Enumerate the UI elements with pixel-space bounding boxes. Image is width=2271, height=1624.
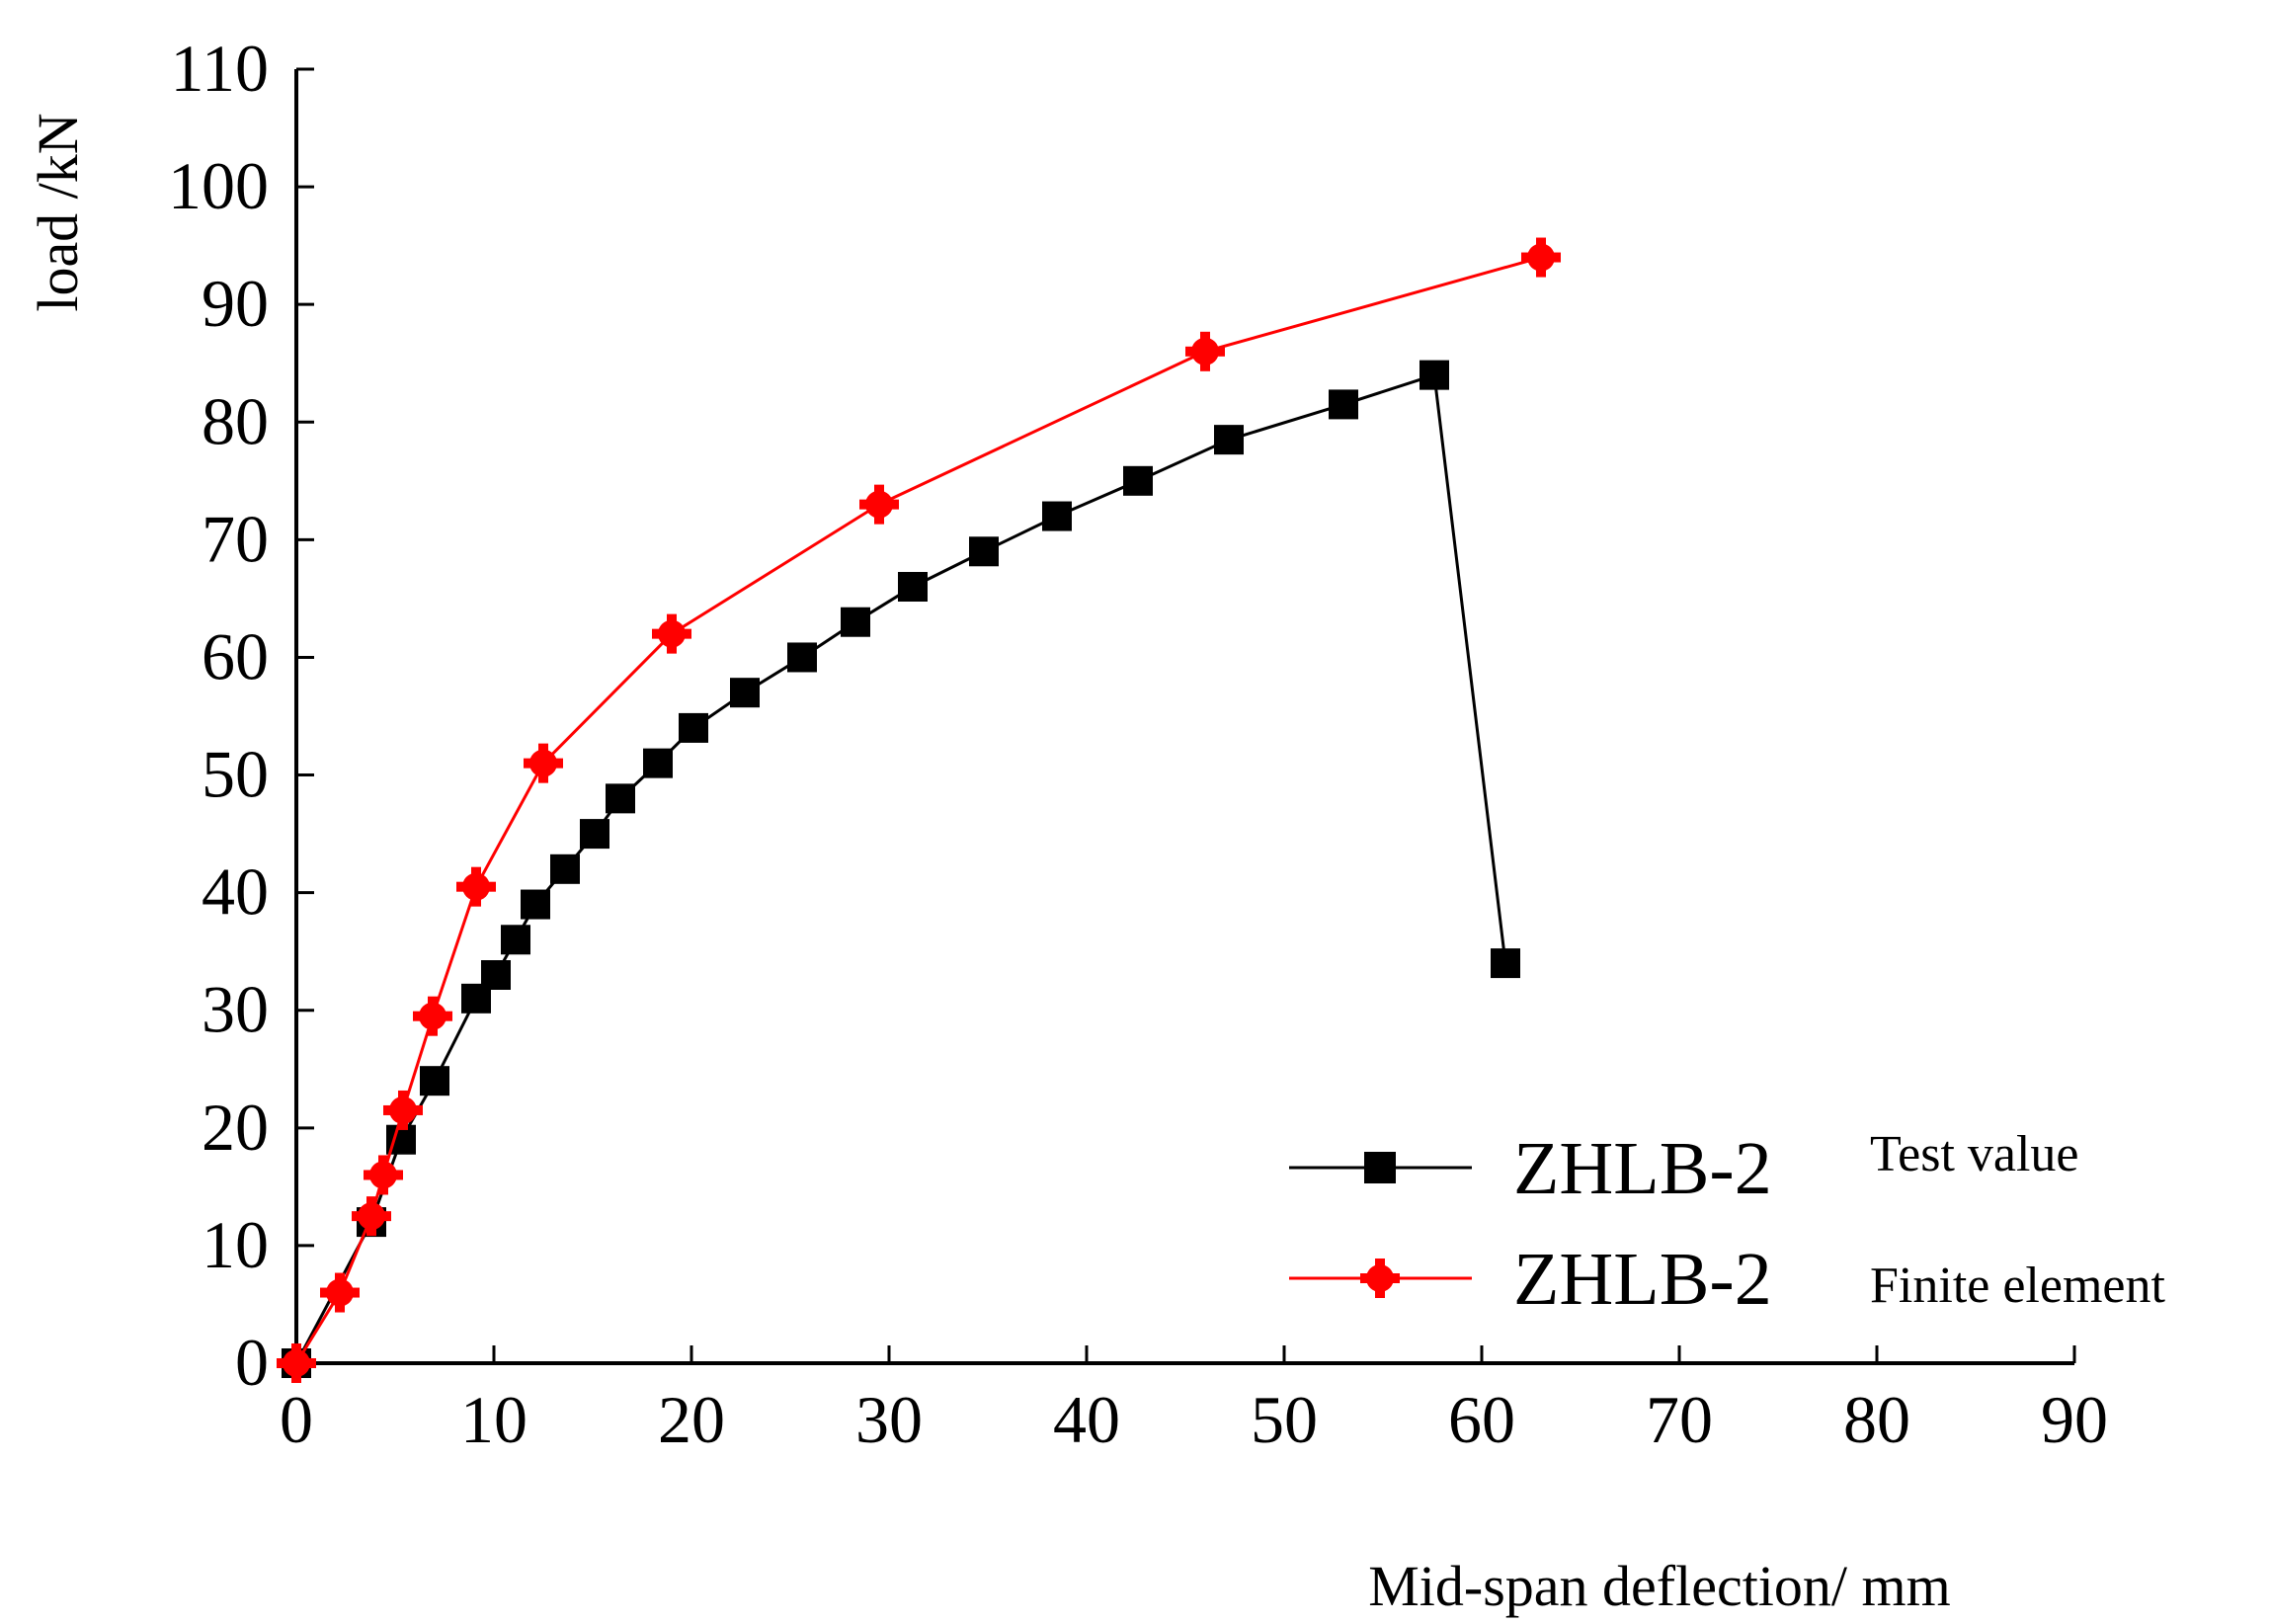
- x-tick-label: 10: [460, 1382, 527, 1457]
- data-point-square: [1042, 501, 1072, 531]
- data-point-circle: [652, 613, 691, 654]
- legend-marker-square: [1364, 1152, 1396, 1183]
- y-ticks: 0 10 20 30 40 50 60 70 80 90 100 110: [168, 31, 314, 1400]
- data-point-square: [1419, 360, 1449, 390]
- data-point-square: [841, 607, 870, 637]
- legend-entry-fe: ZHLB-2 Finite element: [1289, 1238, 2165, 1321]
- data-point-square: [787, 642, 817, 673]
- data-point-circle: [383, 1090, 423, 1130]
- series-line-fe: [294, 256, 1542, 1364]
- data-point-square: [580, 819, 609, 850]
- x-ticks: 0 10 20 30 40 50 60 70 80 90: [280, 1345, 2108, 1457]
- data-point-circle: [1185, 331, 1225, 371]
- data-point-square: [550, 853, 580, 884]
- data-point-circle: [1521, 237, 1561, 278]
- data-point-square: [898, 572, 928, 602]
- x-tick-label: 40: [1053, 1382, 1120, 1457]
- data-point-square: [606, 783, 635, 814]
- data-point-circle: [524, 743, 563, 783]
- axes: 0 10 20 30 40 50 60 70 80 90 0 10 20 30 40 50 60 70 80 90 1…: [168, 31, 2108, 1457]
- data-point-square: [501, 925, 530, 955]
- legend-marker-circle-shape: [1360, 1259, 1400, 1298]
- x-tick-label: 90: [2041, 1382, 2108, 1457]
- data-point-square: [643, 748, 673, 778]
- data-point-square: [969, 536, 999, 567]
- legend-description-fe: Finite element: [1870, 1258, 2165, 1314]
- data-point-square: [730, 678, 760, 708]
- y-tick-label: 10: [202, 1207, 269, 1282]
- y-tick-label: 100: [168, 148, 269, 223]
- x-axis-title: Mid-span deflection/ mm: [1368, 1554, 1951, 1618]
- x-tick-label: 80: [1843, 1382, 1910, 1457]
- series-test-value: [282, 360, 1520, 1378]
- legend-entry-test: ZHLB-2 Test value: [1289, 1126, 2079, 1210]
- data-point-square: [1123, 465, 1153, 496]
- data-point-circle: [456, 866, 496, 907]
- y-tick-label: 50: [202, 737, 269, 812]
- x-tick-label: 50: [1251, 1382, 1318, 1457]
- y-tick-label: 80: [202, 383, 269, 458]
- legend-series-name-fe: ZHLB-2: [1513, 1238, 1772, 1321]
- data-point-square: [420, 1066, 449, 1096]
- x-tick-label: 0: [280, 1382, 313, 1457]
- y-tick-label: 20: [202, 1090, 269, 1165]
- legend: ZHLB-2 Test value ZHLB-2 Finite element: [1289, 1126, 2165, 1321]
- y-tick-label: 30: [202, 972, 269, 1047]
- legend-marker-circle: [1360, 1259, 1400, 1298]
- y-tick-label: 90: [202, 266, 269, 341]
- x-tick-label: 30: [855, 1382, 923, 1457]
- data-point-circle: [320, 1272, 360, 1313]
- x-tick-label: 20: [658, 1382, 725, 1457]
- data-point-circle: [352, 1196, 391, 1237]
- data-point-circle: [277, 1343, 316, 1383]
- series-layer: [277, 237, 1561, 1383]
- legend-description-test: Test value: [1870, 1126, 2079, 1182]
- data-point-square: [521, 889, 550, 920]
- legend-series-name-test: ZHLB-2: [1513, 1127, 1772, 1210]
- x-tick-label: 60: [1448, 1382, 1515, 1457]
- data-point-square: [1329, 389, 1358, 420]
- y-tick-label: 0: [235, 1325, 269, 1400]
- data-point-square: [1214, 425, 1244, 455]
- y-tick-label: 60: [202, 618, 269, 693]
- data-point-square: [481, 960, 511, 990]
- data-point-square: [679, 712, 708, 743]
- y-axis-title: load /kN: [26, 113, 90, 311]
- data-point-circle: [364, 1155, 403, 1195]
- y-tick-label: 40: [202, 854, 269, 930]
- data-point-circle: [859, 484, 899, 525]
- series-finite-element: [277, 237, 1561, 1383]
- data-point-square: [1491, 948, 1520, 979]
- y-tick-label: 70: [202, 501, 269, 576]
- data-point-circle: [413, 996, 452, 1036]
- x-tick-label: 70: [1646, 1382, 1713, 1457]
- y-tick-label: 110: [171, 31, 269, 106]
